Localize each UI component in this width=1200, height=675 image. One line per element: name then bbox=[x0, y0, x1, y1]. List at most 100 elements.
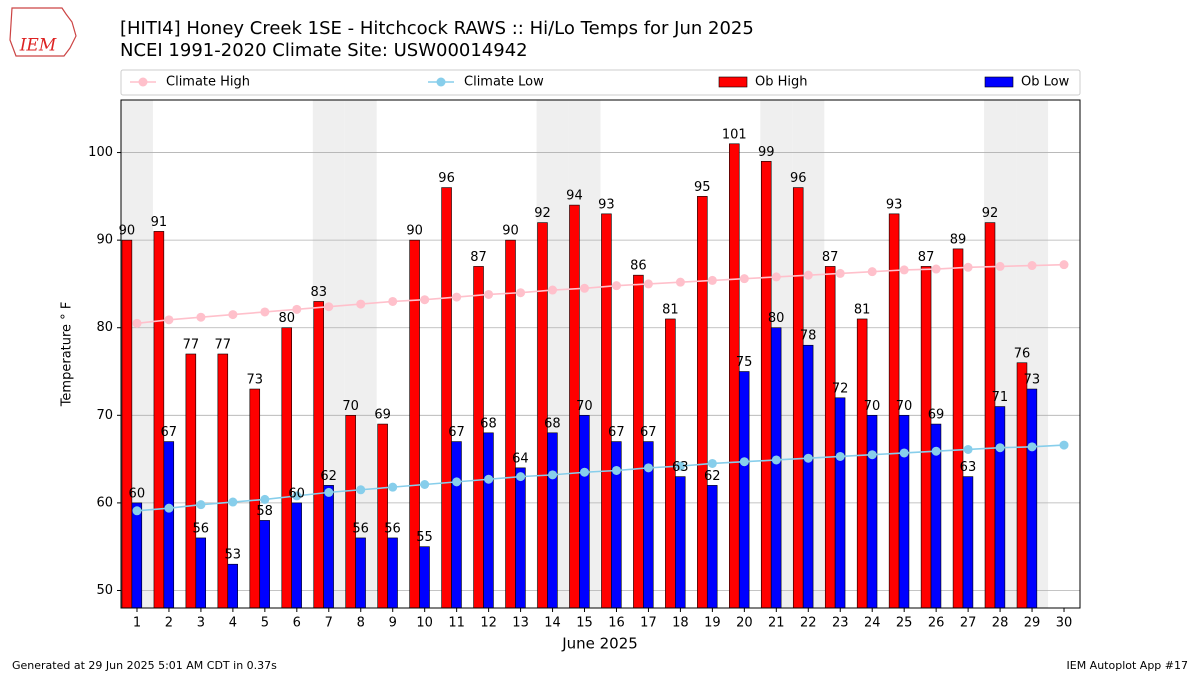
bar bbox=[441, 187, 452, 609]
bar bbox=[419, 546, 430, 609]
data-label: 68 bbox=[480, 416, 497, 431]
line-marker bbox=[835, 268, 845, 278]
line-marker bbox=[963, 444, 973, 454]
x-tick-label: 20 bbox=[736, 616, 753, 631]
legend-label: Climate High bbox=[166, 75, 250, 90]
line-marker bbox=[771, 272, 781, 282]
bar bbox=[738, 371, 750, 609]
data-label: 64 bbox=[512, 451, 529, 466]
x-tick-label: 29 bbox=[1024, 616, 1041, 631]
data-label: 94 bbox=[566, 189, 583, 204]
y-tick-label: 50 bbox=[96, 583, 113, 598]
bar bbox=[409, 239, 420, 609]
footer-right: IEM Autoplot App #17 bbox=[1067, 659, 1189, 672]
line-marker bbox=[739, 274, 749, 284]
line-marker bbox=[452, 292, 462, 302]
bar bbox=[824, 266, 836, 609]
data-label: 83 bbox=[310, 285, 327, 300]
bar bbox=[1026, 388, 1038, 609]
line-marker bbox=[675, 461, 685, 471]
bar bbox=[227, 563, 238, 609]
data-label: 60 bbox=[129, 486, 146, 501]
bar bbox=[121, 239, 133, 609]
line-marker bbox=[484, 474, 494, 484]
data-label: 76 bbox=[1014, 346, 1031, 361]
bar bbox=[505, 239, 516, 609]
x-tick-label: 30 bbox=[1056, 616, 1073, 631]
bar bbox=[984, 222, 996, 609]
bar bbox=[387, 537, 398, 609]
line-marker bbox=[803, 270, 813, 280]
footer-left: Generated at 29 Jun 2025 5:01 AM CDT in … bbox=[12, 659, 277, 672]
x-tick-label: 16 bbox=[608, 616, 625, 631]
bar bbox=[195, 537, 207, 609]
line-marker bbox=[611, 281, 621, 291]
bar bbox=[697, 196, 708, 609]
bar bbox=[153, 231, 165, 609]
line-marker bbox=[707, 275, 717, 285]
x-tick-label: 24 bbox=[864, 616, 881, 631]
data-label: 62 bbox=[320, 469, 337, 484]
data-label: 81 bbox=[662, 302, 679, 317]
line-marker bbox=[132, 506, 142, 516]
data-label: 95 bbox=[694, 180, 711, 195]
bar bbox=[579, 415, 590, 609]
bar bbox=[952, 248, 964, 609]
x-tick-label: 2 bbox=[165, 616, 173, 631]
line-marker bbox=[324, 487, 334, 497]
line-marker bbox=[260, 307, 270, 317]
logo: IEM bbox=[9, 7, 77, 57]
legend-marker bbox=[436, 77, 446, 87]
bar bbox=[281, 327, 293, 609]
bar bbox=[473, 266, 484, 609]
logo-text: IEM bbox=[19, 36, 57, 56]
data-label: 90 bbox=[502, 224, 519, 239]
bar bbox=[601, 213, 612, 609]
legend-swatch bbox=[984, 76, 1014, 88]
line bbox=[136, 444, 1065, 512]
data-label: 60 bbox=[288, 486, 305, 501]
legend-swatch bbox=[718, 76, 748, 88]
x-tick-label: 12 bbox=[480, 616, 497, 631]
line-marker bbox=[356, 299, 366, 309]
data-label: 75 bbox=[736, 355, 753, 370]
legend-label: Ob High bbox=[755, 75, 808, 90]
line-marker bbox=[1027, 442, 1037, 452]
line-marker bbox=[899, 265, 909, 275]
x-tick-label: 22 bbox=[800, 616, 817, 631]
data-label: 93 bbox=[886, 197, 903, 212]
data-label: 69 bbox=[928, 408, 945, 423]
x-tick-label: 8 bbox=[357, 616, 365, 631]
bar bbox=[217, 353, 229, 609]
x-tick-label: 9 bbox=[389, 616, 397, 631]
line-marker bbox=[292, 304, 302, 314]
data-label: 70 bbox=[342, 399, 359, 414]
y-axis-label: Temperature ° F bbox=[60, 302, 75, 408]
x-tick-label: 6 bbox=[293, 616, 301, 631]
bar bbox=[898, 415, 910, 609]
data-label: 70 bbox=[896, 399, 913, 414]
x-tick-label: 23 bbox=[832, 616, 849, 631]
data-label: 90 bbox=[406, 224, 423, 239]
bar bbox=[994, 406, 1006, 609]
data-label: 63 bbox=[960, 460, 977, 475]
line-marker bbox=[228, 497, 238, 507]
line-marker bbox=[1059, 440, 1069, 450]
data-label: 53 bbox=[224, 548, 241, 563]
line-marker bbox=[132, 318, 142, 328]
data-label: 96 bbox=[790, 171, 807, 186]
bar bbox=[760, 161, 772, 609]
bar bbox=[259, 520, 270, 609]
data-label: 68 bbox=[544, 416, 561, 431]
legend-box bbox=[120, 69, 1081, 96]
chart-subtitle: NCEI 1991-2020 Climate Site: USW00014942 bbox=[120, 40, 528, 61]
line-marker bbox=[931, 264, 941, 274]
legend-label: Climate Low bbox=[464, 75, 544, 90]
x-tick-label: 4 bbox=[229, 616, 237, 631]
data-label: 89 bbox=[950, 232, 967, 247]
data-label: 81 bbox=[854, 302, 871, 317]
line-marker bbox=[643, 279, 653, 289]
y-tick-label: 80 bbox=[96, 320, 113, 335]
x-tick-label: 14 bbox=[544, 616, 561, 631]
